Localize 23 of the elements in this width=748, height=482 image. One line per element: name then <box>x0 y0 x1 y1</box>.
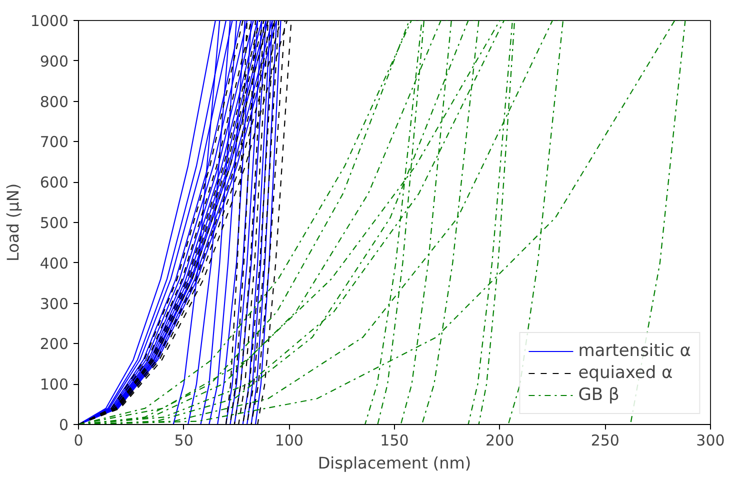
x-tick-label: 150 <box>380 432 409 450</box>
legend-label: GB β <box>578 385 620 405</box>
y-tick-label: 700 <box>40 133 69 152</box>
x-tick-label: 300 <box>696 432 725 450</box>
y-tick-label: 100 <box>40 376 69 394</box>
x-tick-label: 0 <box>74 432 84 450</box>
y-tick-label: 200 <box>40 335 69 354</box>
x-tick-label: 50 <box>174 432 194 450</box>
y-tick-label: 300 <box>40 294 69 313</box>
x-tick-label: 200 <box>486 432 514 450</box>
y-tick-label: 500 <box>40 214 69 232</box>
y-tick-label: 0 <box>58 416 69 434</box>
x-tick-label: 100 <box>274 432 304 450</box>
x-axis-title: Displacement (nm) <box>318 454 472 472</box>
y-tick-label: 800 <box>40 92 69 111</box>
legend-label: martensitic α <box>578 341 691 361</box>
y-tick-label: 400 <box>40 254 69 272</box>
y-tick-label: 600 <box>40 174 69 192</box>
legend-label: equiaxed α <box>578 363 673 383</box>
x-tick-label: 250 <box>590 432 620 450</box>
y-tick-label: 900 <box>40 52 69 70</box>
y-axis-title: Load (µN) <box>3 183 22 262</box>
y-tick-label: 1000 <box>30 12 69 30</box>
